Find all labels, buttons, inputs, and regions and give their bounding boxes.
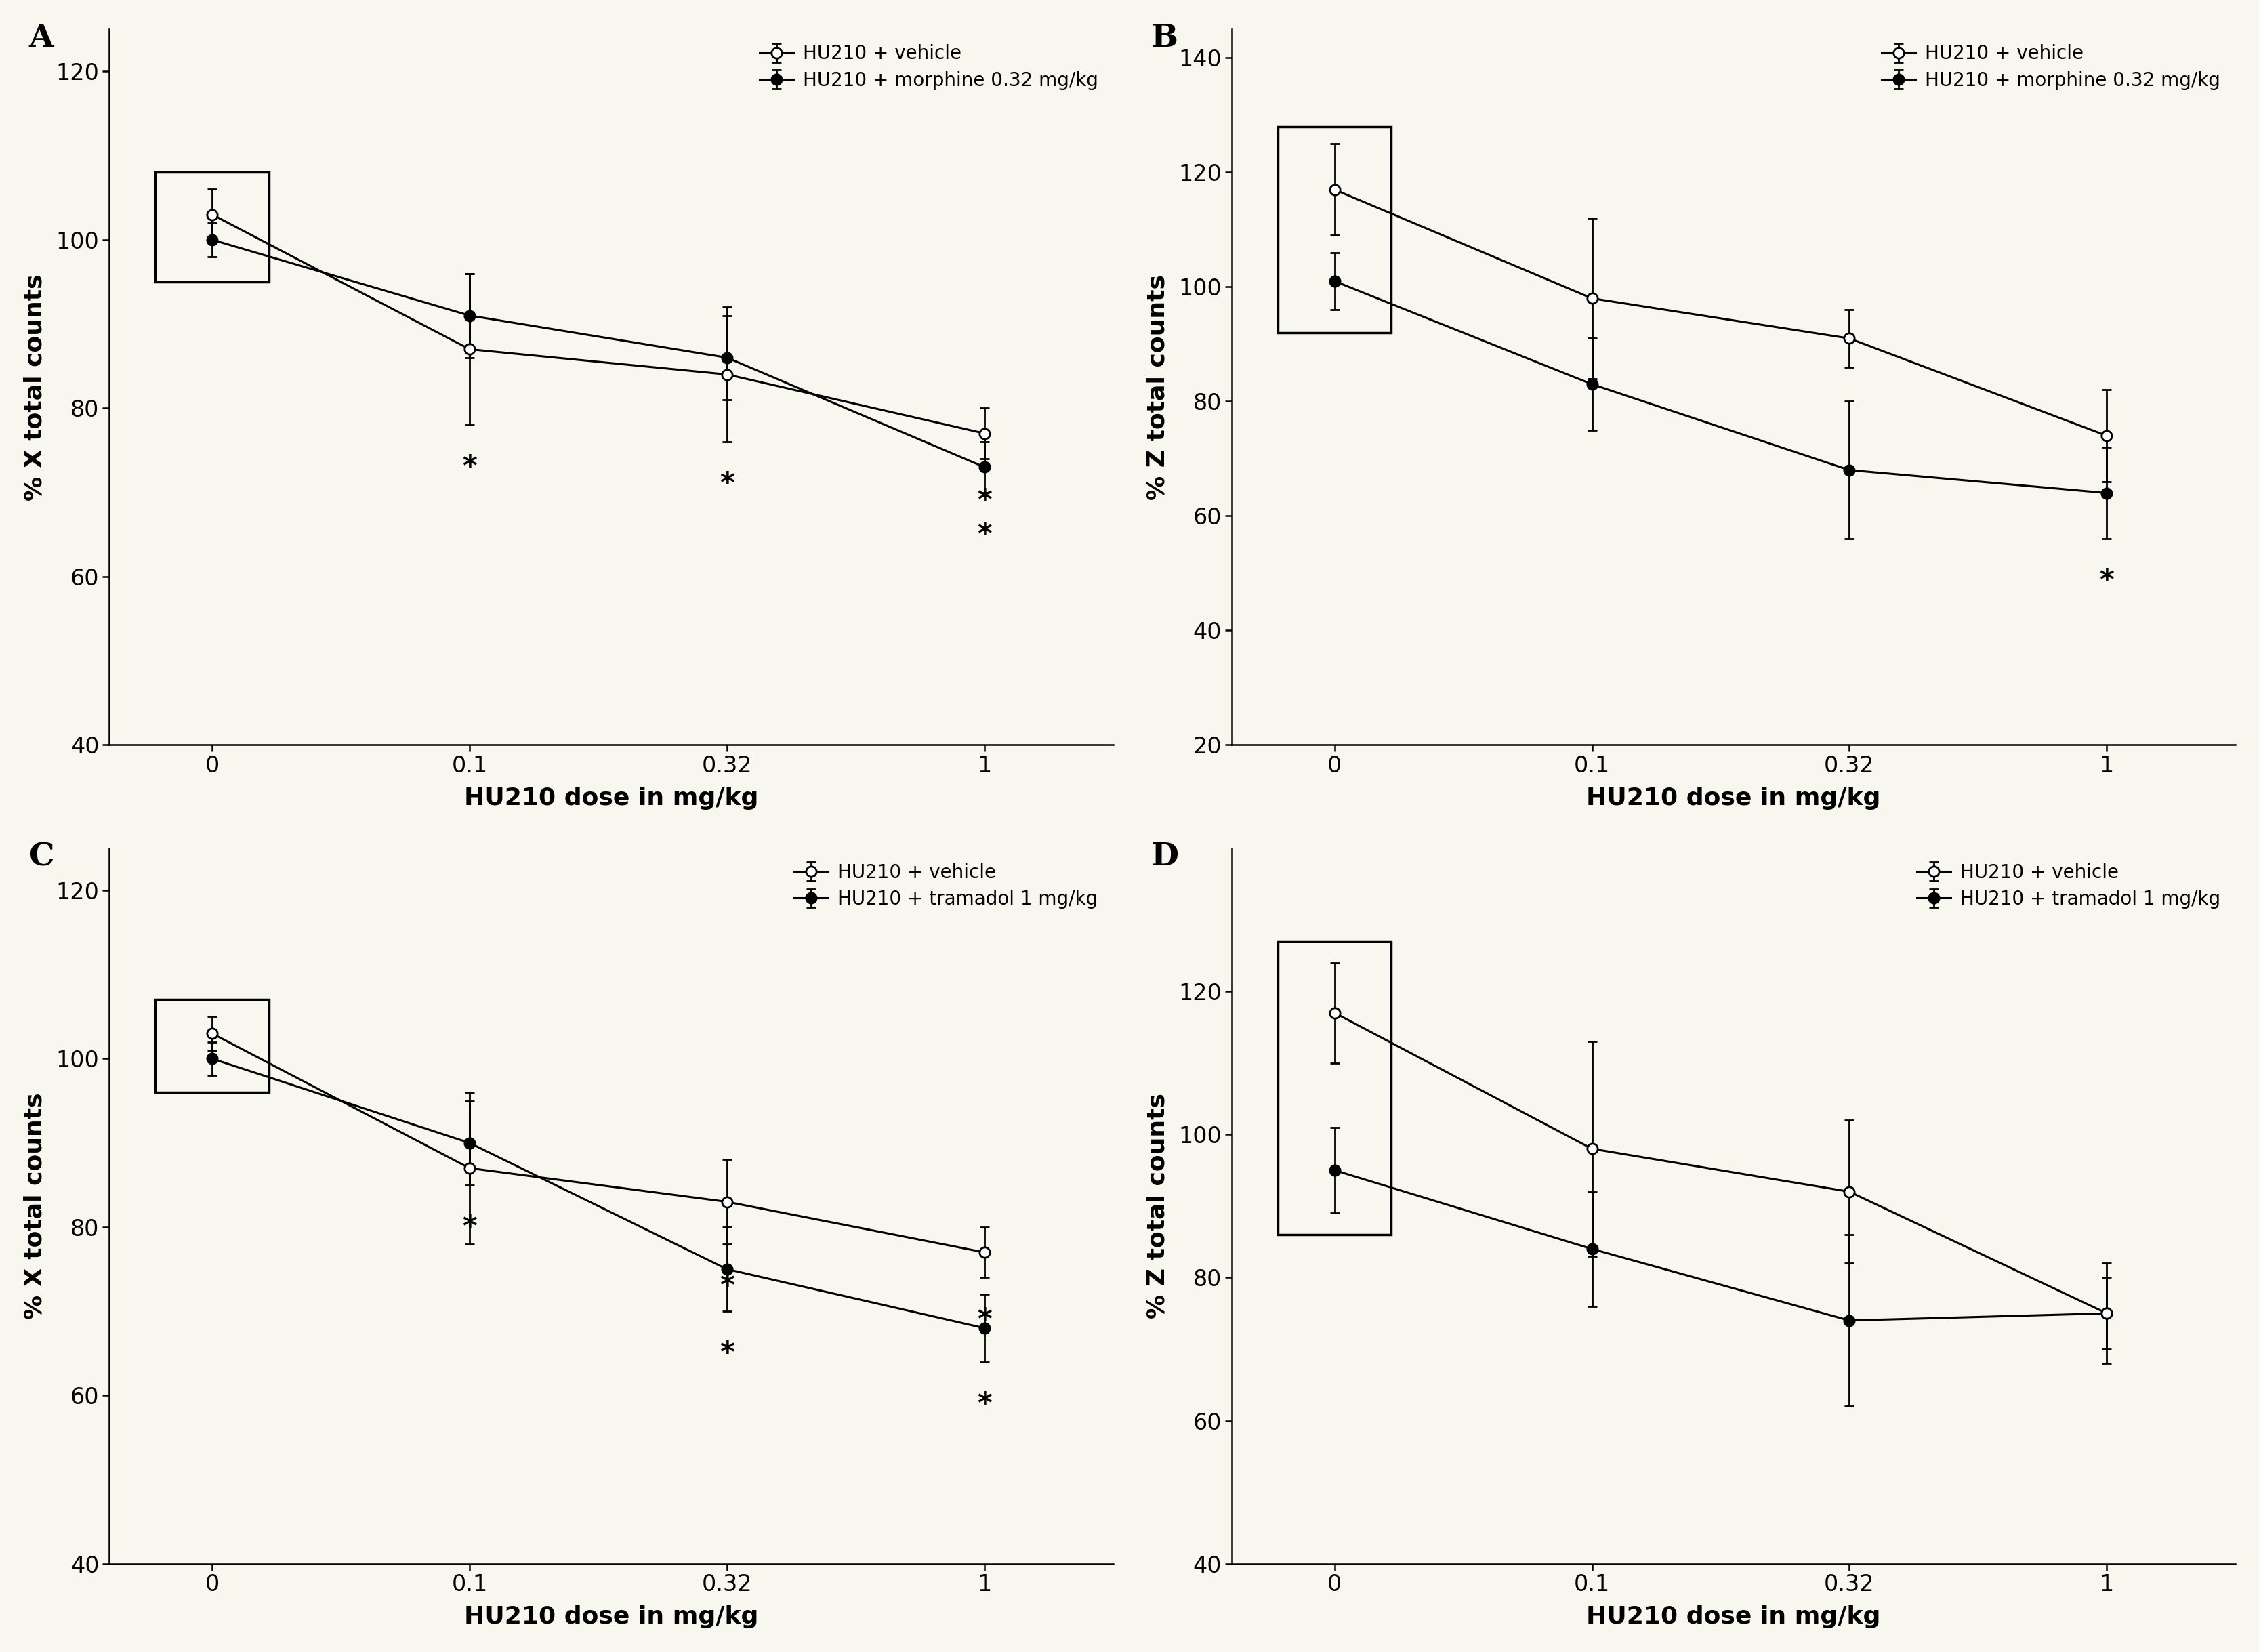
Text: *: * [2099, 567, 2114, 596]
Legend: HU210 + vehicle, HU210 + morphine 0.32 mg/kg: HU210 + vehicle, HU210 + morphine 0.32 m… [1877, 38, 2225, 96]
Bar [1279, 942, 1392, 1234]
Text: D: D [1152, 841, 1179, 872]
Y-axis label: % Z total counts: % Z total counts [1145, 1094, 1168, 1318]
Text: C: C [29, 841, 54, 872]
Legend: HU210 + vehicle, HU210 + tramadol 1 mg/kg: HU210 + vehicle, HU210 + tramadol 1 mg/k… [1911, 857, 2225, 915]
Bar [156, 999, 269, 1092]
Y-axis label: % X total counts: % X total counts [23, 274, 47, 501]
X-axis label: HU210 dose in mg/kg: HU210 dose in mg/kg [1586, 786, 1882, 809]
Text: *: * [976, 1307, 992, 1335]
X-axis label: HU210 dose in mg/kg: HU210 dose in mg/kg [463, 1606, 759, 1629]
Text: *: * [721, 471, 734, 499]
Bar [156, 172, 269, 282]
Text: B: B [1152, 21, 1179, 53]
Y-axis label: % X total counts: % X total counts [23, 1092, 47, 1320]
X-axis label: HU210 dose in mg/kg: HU210 dose in mg/kg [1586, 1606, 1882, 1629]
Text: A: A [29, 21, 54, 53]
Y-axis label: % Z total counts: % Z total counts [1145, 274, 1168, 501]
Text: *: * [463, 454, 477, 482]
Bar [1279, 127, 1392, 332]
Text: *: * [976, 487, 992, 515]
Text: *: * [976, 520, 992, 550]
Text: *: * [721, 1272, 734, 1302]
Text: *: * [721, 1340, 734, 1368]
Text: *: * [976, 1391, 992, 1419]
Legend: HU210 + vehicle, HU210 + morphine 0.32 mg/kg: HU210 + vehicle, HU210 + morphine 0.32 m… [755, 38, 1105, 96]
X-axis label: HU210 dose in mg/kg: HU210 dose in mg/kg [463, 786, 759, 809]
Legend: HU210 + vehicle, HU210 + tramadol 1 mg/kg: HU210 + vehicle, HU210 + tramadol 1 mg/k… [788, 857, 1105, 915]
Text: *: * [463, 1214, 477, 1242]
